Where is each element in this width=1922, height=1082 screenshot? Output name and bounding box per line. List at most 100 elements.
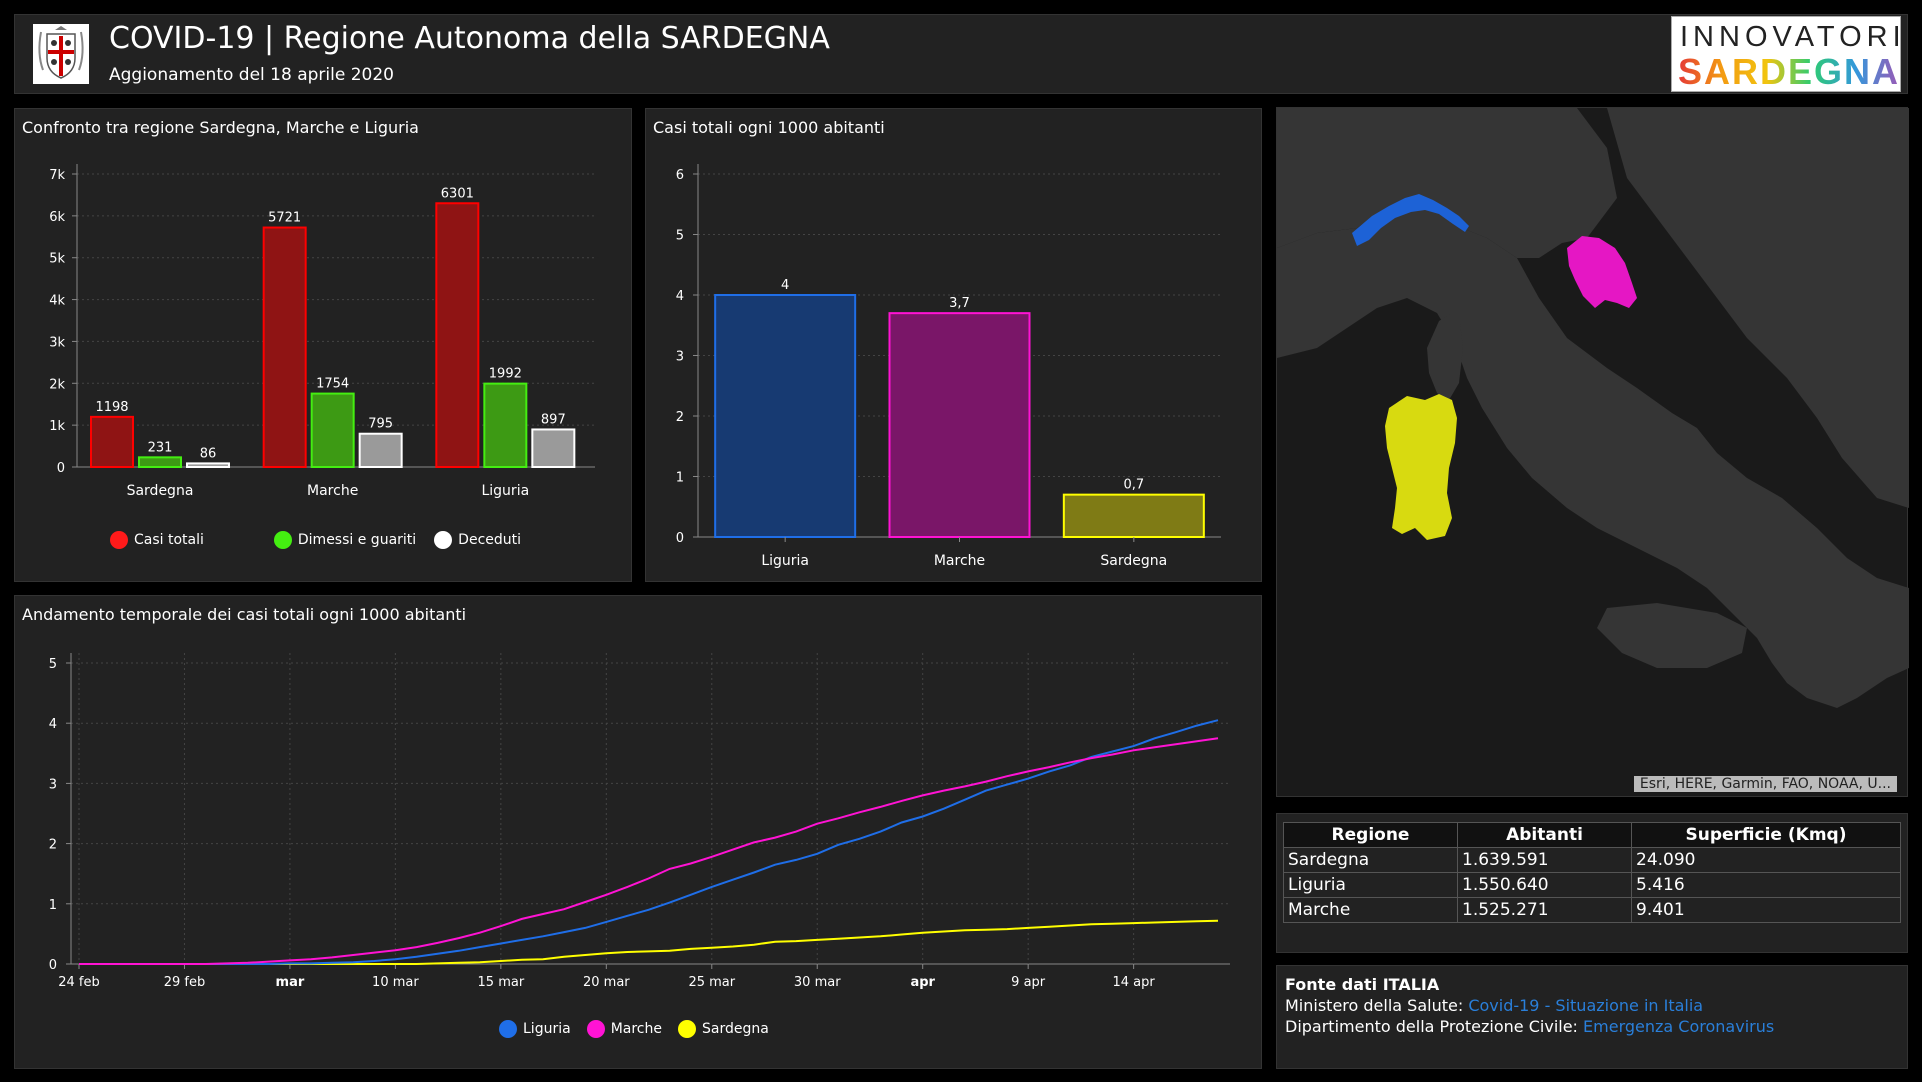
map-land-north — [1277, 108, 1617, 258]
per1000-chart: 0 1 2 3 4 5 6 4 Liguria 3,7 Marche 0,7 Sardegna — [676, 164, 1221, 569]
x-category-label: Liguria — [761, 553, 809, 569]
bar — [90, 415, 134, 468]
bar-value-label: 86 — [200, 446, 217, 461]
map-land-corsica — [1427, 313, 1463, 400]
y-tick-label: 1k — [49, 419, 65, 434]
table-row[interactable]: Marche 1.525.271 9.401 — [1283, 897, 1901, 923]
logo-bottom-text: SARDEGNA — [1678, 51, 1901, 92]
sources-line1-label: Ministero della Salute: — [1285, 996, 1469, 1015]
bar — [483, 382, 528, 468]
protezione-civile-link[interactable]: Emergenza Coronavirus — [1583, 1017, 1775, 1036]
legend-label-marche: Marche — [610, 1021, 662, 1037]
legend-dimessi[interactable]: Dimessi e guariti — [273, 531, 417, 549]
y-tick-label: 0 — [49, 958, 57, 973]
legend-dot-marche — [586, 1020, 605, 1038]
line-sardegna — [79, 919, 1219, 965]
map-land-mainland — [1277, 200, 1909, 708]
cell-regione: Liguria — [1283, 872, 1458, 898]
x-tick-label: 20 mar — [583, 975, 630, 990]
andamento-chart: 0 1 2 3 4 5 24 feb 29 feb mar 10 mar 15 mar 20 mar 2… — [49, 653, 1230, 990]
map-panel[interactable]: Esri, HERE, Garmin, FAO, NOAA, U... — [1276, 107, 1909, 798]
ministero-link[interactable]: Covid-19 - Situazione in Italia — [1468, 996, 1704, 1015]
legend-sardegna[interactable]: Sardegna — [677, 1020, 769, 1038]
col-superficie[interactable]: Superficie (Kmq) — [1631, 822, 1901, 848]
x-tick-label: 24 feb — [58, 975, 100, 990]
x-category-label: Sardegna — [127, 483, 194, 499]
y-tick-label: 4 — [49, 717, 57, 732]
y-tick-label: 1 — [676, 471, 684, 486]
legend-dot-liguria — [499, 1020, 517, 1038]
y-tick-label: 2 — [49, 838, 57, 853]
legend-dot-sardegna — [677, 1020, 696, 1038]
map-region-sardegna[interactable] — [1385, 394, 1457, 540]
bar-value-label: 1198 — [95, 400, 128, 415]
legend-dot-casi — [110, 531, 128, 549]
legend-deceduti[interactable]: Deceduti — [434, 531, 521, 549]
info-table-panel: Regione Abitanti Superficie (Kmq) Sardeg… — [1276, 813, 1908, 953]
x-tick-label: 15 mar — [478, 975, 525, 990]
x-tick-label: 25 mar — [688, 975, 735, 990]
map-attribution[interactable]: Esri, HERE, Garmin, FAO, NOAA, U... — [1633, 776, 1897, 792]
sources-line2-label: Dipartimento della Protezione Civile: — [1285, 1017, 1584, 1036]
map-region-liguria[interactable] — [1352, 194, 1469, 246]
bar-value-label: 795 — [368, 417, 393, 432]
cell-abitanti: 1.639.591 — [1457, 847, 1632, 873]
cell-superficie: 24.090 — [1631, 847, 1901, 873]
sources-line2: Dipartimento della Protezione Civile: Em… — [1285, 1016, 1899, 1037]
col-abitanti[interactable]: Abitanti — [1457, 822, 1632, 848]
andamento-title: Andamento temporale dei casi totali ogni… — [22, 605, 467, 624]
legend-label-dimessi: Dimessi e guariti — [297, 532, 417, 548]
legend-dot-deceduti — [434, 531, 453, 549]
table-row[interactable]: Liguria 1.550.640 5.416 — [1283, 872, 1901, 898]
x-category-label: Marche — [307, 483, 358, 499]
bar — [888, 312, 1031, 538]
x-tick-label: 30 mar — [794, 975, 841, 990]
y-tick-label: 6k — [49, 210, 65, 225]
bar — [138, 456, 182, 468]
x-tick-label: 29 feb — [164, 975, 206, 990]
x-tick-label: 9 apr — [1011, 975, 1046, 990]
per1000-title: Casi totali ogni 1000 abitanti — [653, 118, 885, 137]
bar-value-label: 4 — [781, 278, 789, 293]
line-marche — [79, 737, 1219, 965]
legend-marche[interactable]: Marche — [586, 1020, 662, 1038]
update-date: Aggionamento del 18 aprile 2020 — [109, 65, 394, 85]
bar-value-label: 231 — [148, 440, 173, 455]
legend-label-deceduti: Deceduti — [458, 532, 522, 548]
y-tick-label: 5 — [676, 229, 684, 244]
x-tick-label: 14 apr — [1113, 975, 1156, 990]
cell-regione: Sardegna — [1283, 847, 1458, 873]
sources-line1: Ministero della Salute: Covid-19 - Situa… — [1285, 995, 1899, 1016]
innovatori-logo[interactable]: INNOVATORI SARDEGNA — [1671, 16, 1901, 92]
andamento-legend: Liguria Marche Sardegna — [499, 1020, 799, 1038]
regione-crest-icon — [33, 24, 89, 84]
y-tick-label: 2k — [49, 377, 65, 392]
y-tick-label: 2 — [676, 410, 684, 425]
bar — [310, 392, 355, 469]
italy-map[interactable] — [1277, 108, 1909, 798]
map-land-balkans — [1607, 108, 1909, 508]
info-table: Regione Abitanti Superficie (Kmq) Sardeg… — [1283, 822, 1901, 923]
table-row[interactable]: Sardegna 1.639.591 24.090 — [1283, 847, 1901, 873]
legend-label-sardegna: Sardegna — [701, 1021, 769, 1037]
bar — [358, 432, 403, 468]
x-tick-label: 10 mar — [372, 975, 419, 990]
sources-title: Fonte dati ITALIA — [1285, 975, 1440, 994]
bar — [435, 202, 480, 468]
y-tick-label: 1 — [49, 898, 57, 913]
y-tick-label: 3 — [676, 350, 684, 365]
crest-svg — [38, 26, 84, 79]
bar-value-label: 1992 — [489, 367, 522, 382]
legend-label-casi: Casi totali — [134, 532, 204, 548]
y-tick-label: 6 — [676, 168, 684, 183]
map-region-marche[interactable] — [1567, 236, 1637, 308]
cell-superficie: 5.416 — [1631, 872, 1901, 898]
bar — [1062, 493, 1205, 538]
map-land-sicily — [1597, 603, 1747, 668]
y-tick-label: 3 — [49, 777, 57, 792]
legend-liguria[interactable]: Liguria — [499, 1020, 571, 1038]
cell-regione: Marche — [1283, 897, 1458, 923]
col-regione[interactable]: Regione — [1283, 822, 1458, 848]
legend-casi-totali[interactable]: Casi totali — [110, 531, 204, 549]
x-category-label: Sardegna — [1100, 553, 1167, 569]
